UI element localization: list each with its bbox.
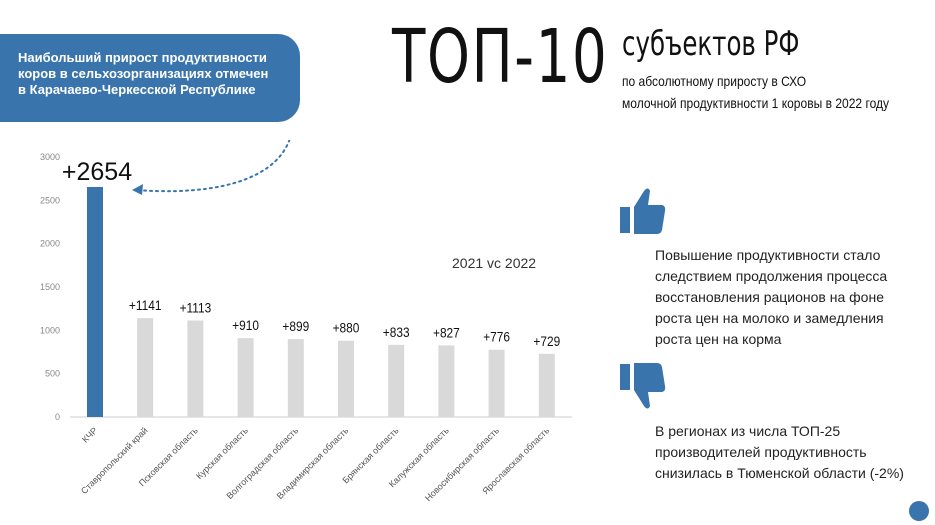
info-line: снизилась в Тюменской области (-2%)	[655, 465, 904, 481]
data-label: +827	[433, 324, 460, 340]
y-tick-label: 500	[45, 369, 60, 379]
bar	[488, 349, 505, 417]
info-line: роста цен на корма	[655, 331, 782, 347]
y-tick-label: 1000	[40, 325, 60, 335]
bar	[187, 320, 204, 417]
callout-box: Наибольший прирост продуктивности коров …	[0, 34, 300, 122]
data-label: +833	[383, 324, 410, 340]
info-line: Повышение продуктивности стало	[655, 247, 881, 263]
arrow-head	[132, 184, 143, 195]
callout-line: коров в сельхозорганизациях отмечен	[18, 66, 269, 81]
callout-arrow	[135, 140, 291, 193]
category-label: КЧР	[80, 425, 99, 444]
title-main: ТОП-10	[392, 14, 609, 100]
bar	[287, 339, 304, 417]
title-desc-line: молочной продуктивности 1 коровы в 2022 …	[622, 95, 890, 111]
y-tick-label: 0	[55, 412, 60, 422]
data-label: +776	[483, 329, 510, 345]
data-label: +899	[282, 318, 309, 334]
bar-chart: 050010001500200025003000+2654КЧР+1141Ста…	[40, 140, 572, 503]
title-desc: по абсолютному приросту в СХО молочной п…	[622, 70, 889, 114]
data-label: +880	[333, 320, 360, 336]
thumbs-up-icon	[620, 188, 666, 234]
info-line: следствием продолжения процесса	[655, 268, 888, 284]
callout-line: в Карачаево-Черкесской Республике	[18, 82, 256, 97]
info-line: восстановления рационов на фоне	[655, 289, 884, 305]
y-tick-label: 2500	[40, 195, 60, 205]
data-label: +910	[232, 317, 259, 333]
chart-annotation: 2021 vc 2022	[452, 255, 537, 271]
data-label: +1113	[180, 300, 212, 316]
bar	[438, 345, 455, 417]
title-desc-line: по абсолютному приросту в СХО	[622, 73, 807, 89]
data-label: +1141	[129, 297, 162, 313]
callout-line: Наибольший прирост продуктивности	[18, 50, 267, 65]
data-label: +729	[533, 333, 560, 349]
info-line: В регионах из числа ТОП-25	[655, 423, 841, 439]
y-tick-label: 2000	[40, 239, 60, 249]
title-sub: субъектов РФ	[622, 24, 800, 64]
bar	[237, 338, 254, 417]
info-line: производителей продуктивность	[655, 444, 867, 460]
bar	[87, 186, 103, 417]
y-tick-label: 3000	[40, 152, 60, 162]
page-dot	[909, 501, 929, 521]
bar	[338, 340, 354, 417]
bar	[538, 353, 555, 417]
thumbs-down-icon	[620, 363, 666, 409]
data-label: +2654	[62, 158, 132, 186]
bar	[137, 318, 154, 417]
positive-info: Повышение продуктивности стало следствие…	[655, 245, 887, 350]
negative-info: В регионах из числа ТОП-25 производителе…	[655, 421, 904, 484]
bar	[388, 344, 405, 417]
y-tick-label: 1500	[40, 282, 60, 292]
info-line: роста цен на молоко и замедления	[655, 310, 884, 326]
category-label: Курская область	[194, 425, 250, 481]
